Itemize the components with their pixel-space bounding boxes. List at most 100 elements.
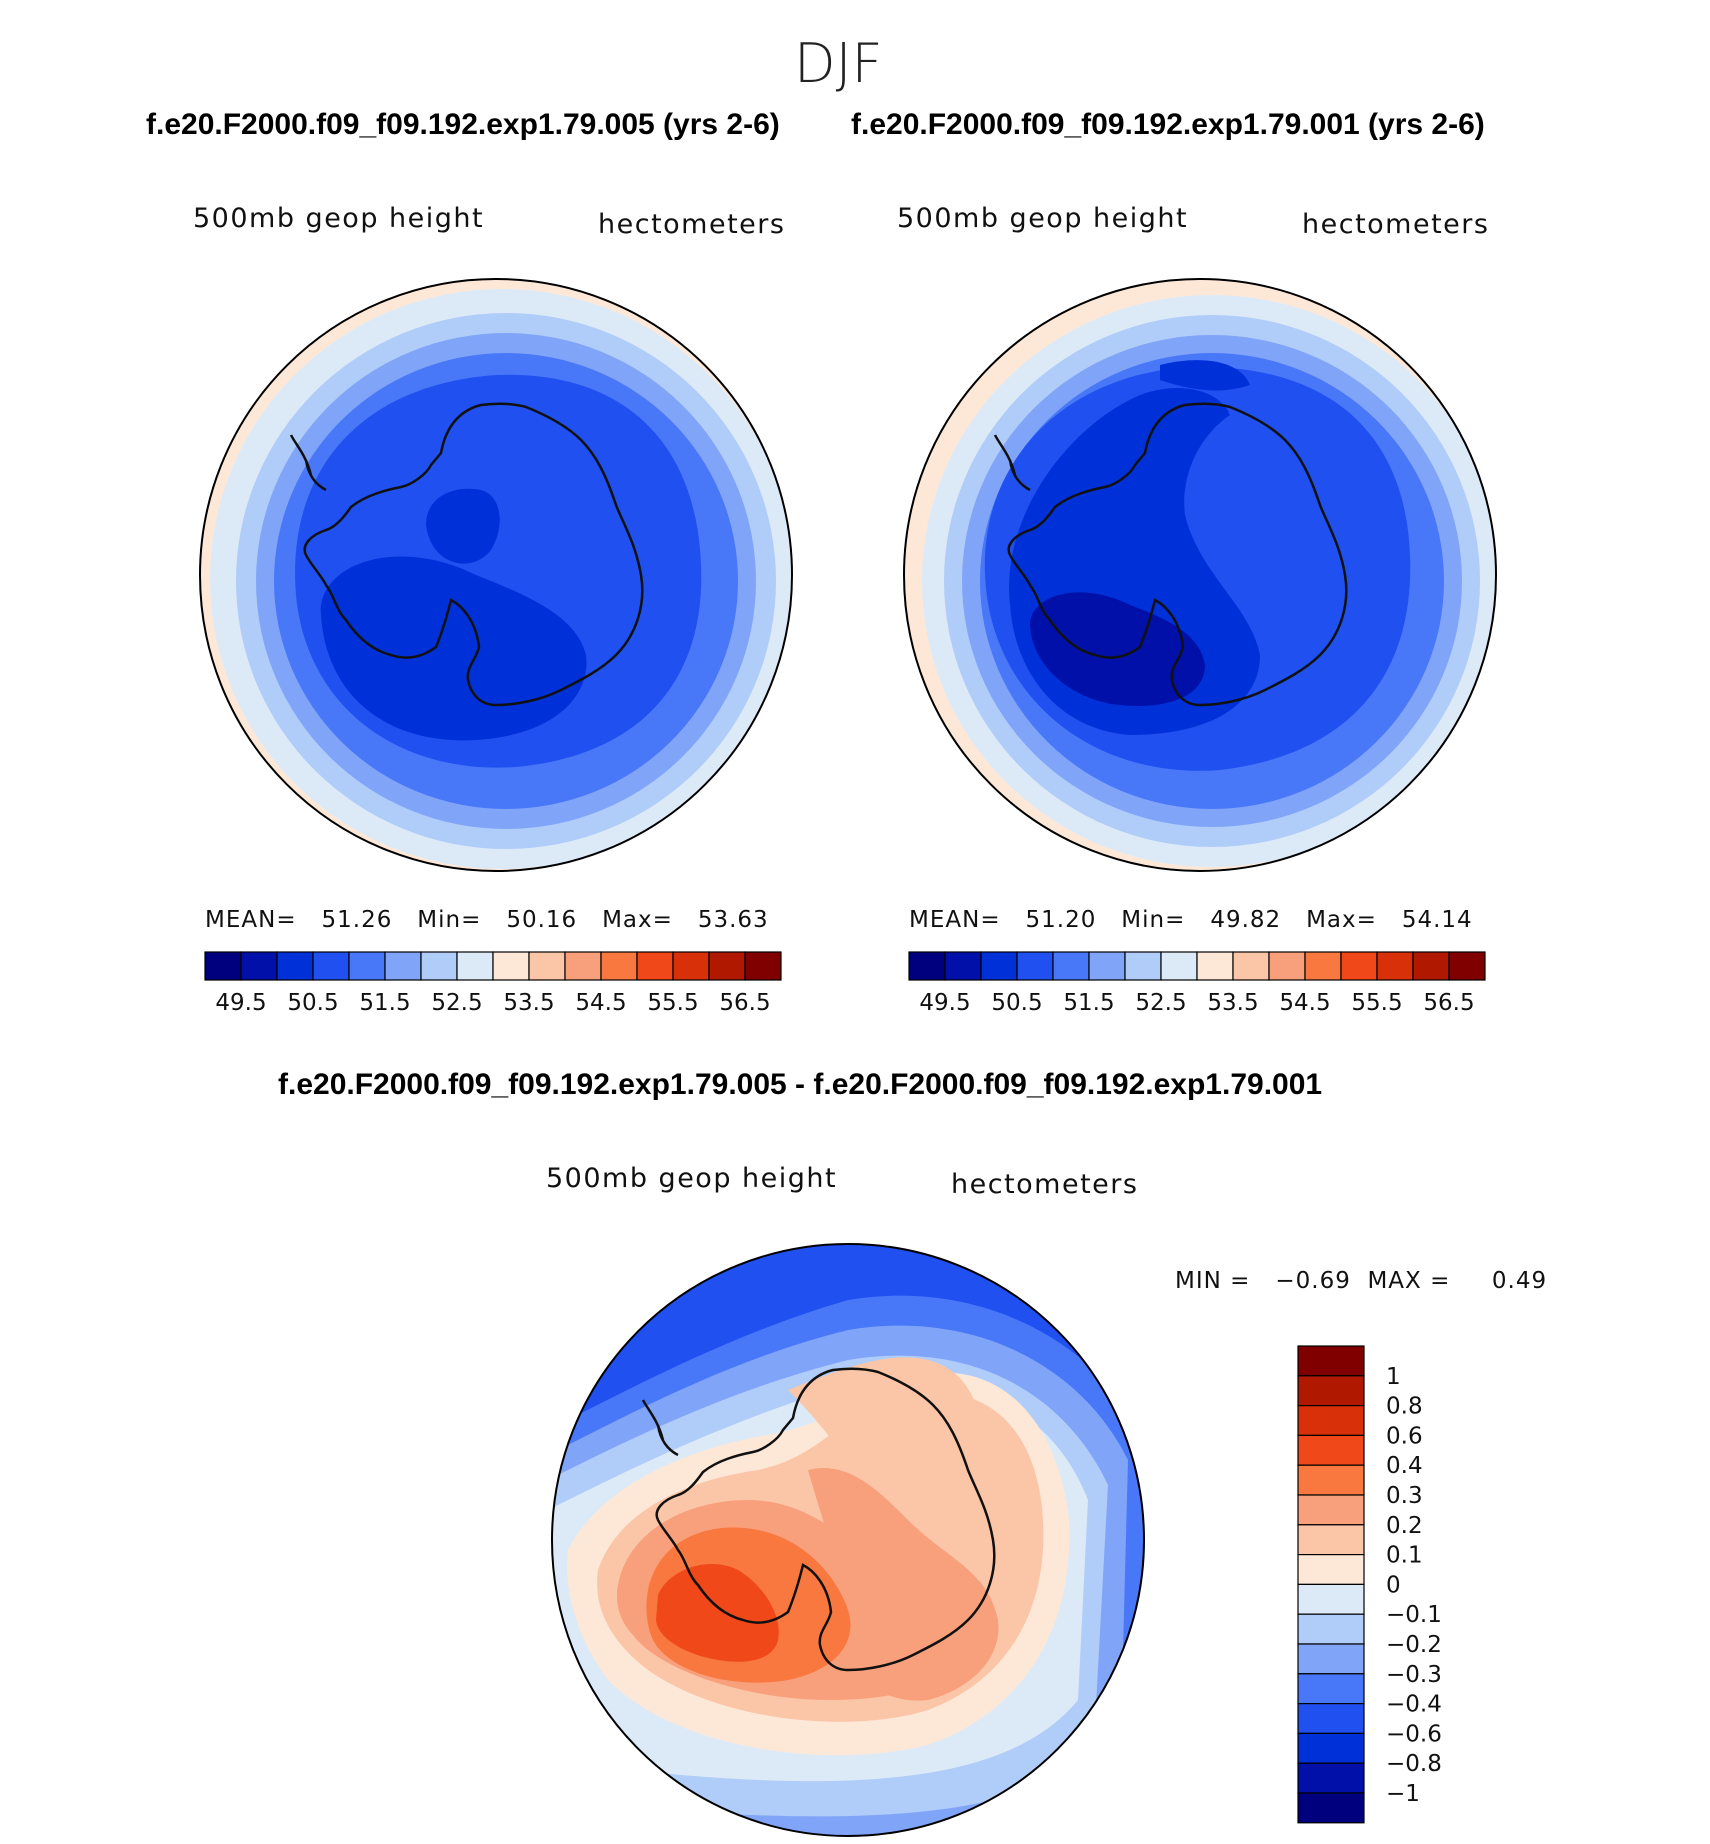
colorbar2-swatch — [1376, 951, 1414, 981]
colorbar-diff-swatch — [1297, 1494, 1365, 1526]
colorbar-diff: 1 0.8 0.6 0.4 0.3 0.2 0.1 0 −0.1 −0.2 −0.3 −0.4 −0.6… — [1297, 1345, 1442, 1824]
colorbar-diff-label: −0.4 — [1386, 1692, 1442, 1718]
colorbar1-swatch — [312, 951, 350, 981]
colorbar1-swatch — [564, 951, 602, 981]
panel2-units: hectometers — [1302, 209, 1490, 240]
colorbar1-swatch — [384, 951, 422, 981]
panel1-variable: 500mb geop height — [193, 203, 485, 234]
colorbar-diff-label: −0.6 — [1386, 1721, 1442, 1747]
colorbar-diff-swatch — [1297, 1524, 1365, 1556]
colorbar-diff-label: 0.1 — [1386, 1543, 1423, 1569]
colorbar-diff-swatch — [1297, 1732, 1365, 1764]
map2-border — [903, 278, 1497, 872]
colorbar2-label: 50.5 — [991, 990, 1042, 1016]
colorbar-diff-label: −0.3 — [1386, 1662, 1442, 1688]
colorbar1-label: 54.5 — [575, 990, 626, 1016]
diff-title: f.e20.F2000.f09_f09.192.exp1.79.005 - f.… — [278, 1068, 1323, 1101]
colorbar2-label: 53.5 — [1207, 990, 1258, 1016]
colorbar1-swatch — [420, 951, 458, 981]
colorbar1-label: 52.5 — [431, 990, 482, 1016]
colorbar2-label: 55.5 — [1351, 990, 1402, 1016]
panel2-stats: MEAN= 51.20 Min= 49.82 Max= 54.14 — [909, 907, 1473, 933]
colorbar2-swatch — [1088, 951, 1126, 981]
colorbar1-label: 53.5 — [503, 990, 554, 1016]
map2-antarctica-coast — [993, 402, 1348, 707]
colorbar2-swatch — [1340, 951, 1378, 981]
colorbar-diff-swatch — [1297, 1404, 1365, 1436]
colorbar-diff-label: 0 — [1386, 1572, 1401, 1598]
colorbar2-swatch — [1448, 951, 1486, 981]
colorbar-diff-swatch — [1297, 1434, 1365, 1466]
colorbar-diff-swatch — [1297, 1464, 1365, 1496]
panel3-stats: MIN = −0.69 MAX = 0.49 — [1175, 1268, 1548, 1294]
case-title-left: f.e20.F2000.f09_f09.192.exp1.79.005 (yrs… — [146, 108, 780, 141]
colorbar-diff-label: −1 — [1386, 1781, 1420, 1807]
colorbar-panel-2: 49.5 50.5 51.5 52.5 53.5 54.5 55.5 56.5 — [908, 951, 1486, 1016]
colorbar-diff-swatch — [1297, 1762, 1365, 1794]
colorbar2-label: 51.5 — [1063, 990, 1114, 1016]
colorbar-diff-swatch — [1297, 1703, 1365, 1735]
colorbar-diff-label: 0.2 — [1386, 1513, 1423, 1539]
colorbar1-swatch — [600, 951, 638, 981]
colorbar2-swatch — [1268, 951, 1306, 981]
diff-band-pos-3b — [808, 1468, 999, 1701]
colorbar2-swatch — [1304, 951, 1342, 981]
colorbar2-label: 54.5 — [1279, 990, 1330, 1016]
map2-low-2 — [1160, 360, 1250, 391]
map1-low-1 — [320, 556, 587, 741]
colorbar1-swatch — [744, 951, 782, 981]
colorbar1-swatch — [528, 951, 566, 981]
colorbar2-swatch — [1160, 951, 1198, 981]
colorbar1-swatch — [240, 951, 278, 981]
colorbar-diff-label: 1 — [1386, 1364, 1401, 1390]
colorbar-diff-swatch — [1297, 1643, 1365, 1675]
map2-low-1 — [1030, 592, 1205, 706]
diff-border — [551, 1243, 1145, 1837]
colorbar1-swatch — [636, 951, 674, 981]
map1-antarctica-coast — [289, 402, 644, 707]
colorbar-diff-swatch — [1297, 1792, 1365, 1824]
colorbar2-swatch — [944, 951, 982, 981]
colorbar2-swatch — [1196, 951, 1234, 981]
colorbar1-label: 50.5 — [287, 990, 338, 1016]
colorbar1-swatch — [204, 951, 242, 981]
colorbar-diff-swatch — [1297, 1673, 1365, 1705]
panel3-units: hectometers — [951, 1169, 1139, 1200]
diff-band-pos-5 — [656, 1564, 779, 1662]
colorbar-diff-label: 0.8 — [1386, 1394, 1423, 1420]
colorbar1-swatch — [348, 951, 386, 981]
colorbar-diff-label: 0.4 — [1386, 1453, 1423, 1479]
case-title-right: f.e20.F2000.f09_f09.192.exp1.79.001 (yrs… — [851, 108, 1485, 141]
colorbar2-swatch — [1052, 951, 1090, 981]
colorbar1-swatch — [672, 951, 710, 981]
map-panel-diff — [551, 1243, 1145, 1837]
panel1-stats: MEAN= 51.26 Min= 50.16 Max= 53.63 — [205, 907, 769, 933]
map1-border — [199, 278, 793, 872]
colorbar1-swatch — [492, 951, 530, 981]
colorbar2-label: 56.5 — [1423, 990, 1474, 1016]
colorbar-diff-swatch — [1297, 1613, 1365, 1645]
map-panel-2 — [903, 278, 1497, 872]
colorbar1-label: 56.5 — [719, 990, 770, 1016]
colorbar-diff-swatch — [1297, 1583, 1365, 1615]
colorbar2-label: 49.5 — [919, 990, 970, 1016]
colorbar-diff-label: 0.6 — [1386, 1423, 1423, 1449]
colorbar1-swatch — [456, 951, 494, 981]
colorbar-diff-label: 0.3 — [1386, 1483, 1423, 1509]
colorbar-diff-label: −0.1 — [1386, 1602, 1442, 1628]
colorbar2-swatch — [1016, 951, 1054, 981]
panel1-units: hectometers — [598, 209, 786, 240]
colorbar-diff-label: −0.8 — [1386, 1751, 1442, 1777]
panel3-variable: 500mb geop height — [546, 1163, 838, 1194]
colorbar1-swatch — [276, 951, 314, 981]
colorbar-diff-swatch — [1297, 1375, 1365, 1407]
colorbar-panel-1: 49.5 50.5 51.5 52.5 53.5 54.5 55.5 56.5 — [204, 951, 782, 1016]
map1-low-2 — [426, 488, 500, 564]
map-panel-1 — [199, 278, 793, 872]
colorbar-diff-swatch — [1297, 1554, 1365, 1586]
colorbar1-label: 55.5 — [647, 990, 698, 1016]
colorbar-diff-swatch — [1297, 1345, 1365, 1377]
colorbar-diff-label: −0.2 — [1386, 1632, 1442, 1658]
colorbar2-swatch — [908, 951, 946, 981]
colorbar1-label: 49.5 — [215, 990, 266, 1016]
